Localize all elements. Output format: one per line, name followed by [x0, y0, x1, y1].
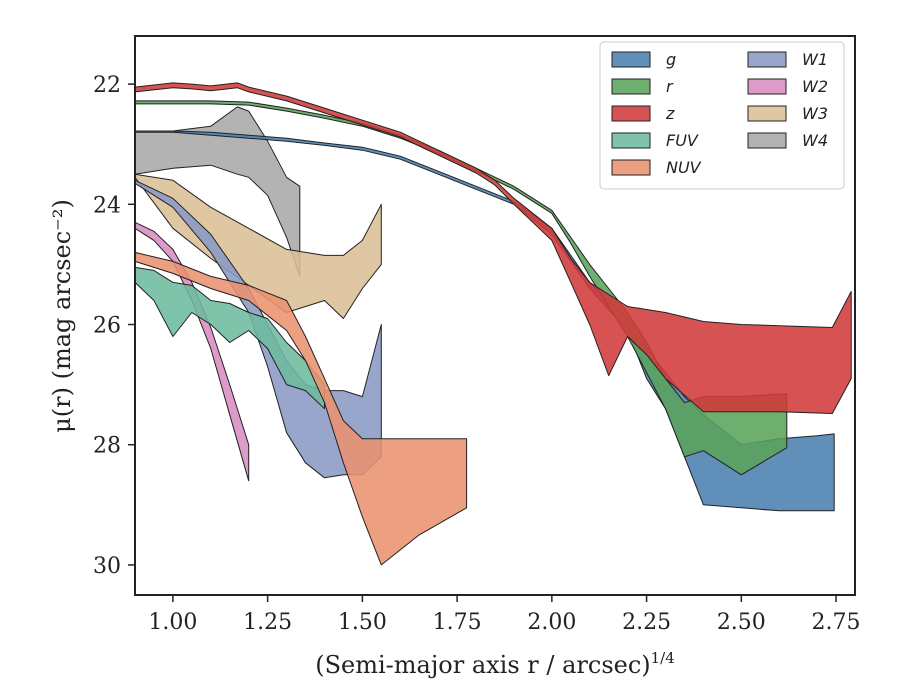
x-axis-label: (Semi-major axis r / arcsec)1/4: [315, 649, 675, 679]
x-tick-label: 1.75: [433, 610, 482, 635]
legend-swatch-W3: [747, 105, 787, 122]
series-layer: [134, 82, 852, 566]
y-tick-label: 22: [93, 73, 121, 98]
y-tick-label: 24: [93, 193, 121, 218]
legend-label-W3: W3: [802, 104, 828, 123]
series-band-NUV: [134, 251, 468, 566]
x-tick-label: 1.50: [338, 610, 387, 635]
y-tick-label: 26: [93, 314, 121, 339]
y-axis-label: μ(r) (mag arcsec⁻²): [48, 199, 76, 433]
y-tick-label: 30: [93, 554, 121, 579]
legend-label-z: z: [665, 104, 675, 123]
plot-frame: [134, 35, 856, 596]
legend-label-g: g: [666, 50, 676, 69]
series-band-g: [134, 130, 835, 512]
legend-label-FUV: FUV: [666, 131, 699, 150]
legend-swatch-g: [611, 51, 651, 68]
ticks-layer: 1.00 1.25 1.50 1.75 2.00 2.25 2.50 2.75 22 24 26 28…: [93, 73, 861, 635]
legend-label-W4: W4: [802, 131, 828, 150]
legend-label-r: r: [666, 77, 674, 96]
legend-swatch-z: [611, 105, 651, 122]
series-band-W3: [134, 173, 382, 319]
x-tick-label: 2.75: [812, 610, 861, 635]
series-band-W2: [134, 221, 250, 482]
legend-swatch-NUV: [611, 159, 651, 176]
legend-swatch-W2: [747, 78, 787, 95]
legend-swatch-W1: [747, 51, 787, 68]
legend-swatch-W4: [747, 132, 787, 149]
series-band-FUV: [134, 266, 325, 410]
legend: grz FUV NUV W1 W2 W3 W4: [599, 41, 845, 190]
legend-label-NUV: NUV: [666, 158, 702, 177]
series-band-z: [134, 82, 852, 414]
x-tick-label: 1.25: [243, 610, 292, 635]
y-tick-label: 28: [93, 434, 121, 459]
x-tick-label: 1.00: [148, 610, 197, 635]
legend-label-W2: W2: [802, 77, 828, 96]
x-tick-label: 2.00: [527, 610, 576, 635]
legend-swatch-FUV: [611, 132, 651, 149]
legend-label-W1: W1: [802, 50, 828, 69]
legend-swatch-r: [611, 78, 651, 95]
x-axis-label-exponent: 1/4: [651, 649, 675, 667]
x-tick-label: 2.50: [717, 610, 766, 635]
x-tick-label: 2.25: [622, 610, 671, 635]
